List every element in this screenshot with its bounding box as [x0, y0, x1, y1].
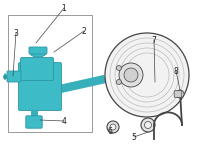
- Circle shape: [141, 118, 155, 132]
- Circle shape: [119, 63, 143, 87]
- FancyBboxPatch shape: [21, 57, 54, 81]
- Bar: [8, 15, 92, 132]
- Circle shape: [124, 68, 138, 82]
- FancyBboxPatch shape: [29, 47, 47, 54]
- Text: 8: 8: [174, 66, 178, 76]
- FancyBboxPatch shape: [18, 62, 62, 111]
- Text: 6: 6: [108, 127, 112, 136]
- FancyBboxPatch shape: [174, 91, 182, 97]
- Circle shape: [107, 121, 119, 133]
- Ellipse shape: [30, 49, 46, 57]
- Text: 4: 4: [62, 117, 66, 126]
- Text: 3: 3: [14, 29, 18, 37]
- Circle shape: [116, 80, 121, 85]
- Text: 7: 7: [152, 35, 156, 45]
- Circle shape: [105, 33, 189, 117]
- FancyBboxPatch shape: [26, 116, 42, 128]
- Circle shape: [176, 90, 184, 98]
- Circle shape: [110, 124, 116, 130]
- Text: 2: 2: [82, 26, 86, 35]
- Circle shape: [116, 66, 121, 71]
- FancyBboxPatch shape: [7, 71, 21, 82]
- Text: 1: 1: [62, 4, 66, 12]
- Circle shape: [144, 122, 152, 128]
- Text: 5: 5: [132, 132, 136, 142]
